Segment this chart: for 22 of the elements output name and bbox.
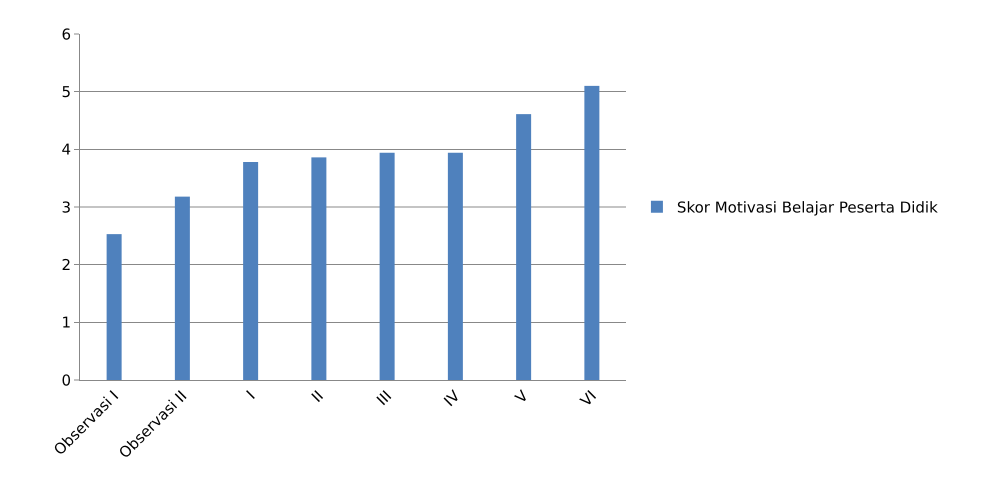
y-tick-label: 4 [61,140,71,159]
x-tick-label: I [242,386,259,403]
bar [584,86,600,380]
legend-label: Skor Motivasi Belajar Peserta Didik [676,198,938,217]
x-tick-label: VI [576,386,600,410]
x-tick-label: III [373,386,396,410]
x-tick-label: II [308,386,328,406]
y-tick-label: 2 [61,256,71,274]
y-tick-label: 0 [61,371,71,390]
x-tick-label: V [512,386,532,407]
bar [174,196,190,380]
bar [106,234,122,380]
bar [448,152,463,380]
y-tick-label: 1 [61,314,71,332]
bar [516,114,532,380]
x-tick-label: IV [440,386,464,410]
y-tick-label: 5 [61,82,71,101]
bar [311,157,326,380]
y-tick-label: 3 [61,198,71,216]
y-tick-label: 6 [61,25,71,44]
bar [243,162,258,380]
bar [380,152,395,380]
